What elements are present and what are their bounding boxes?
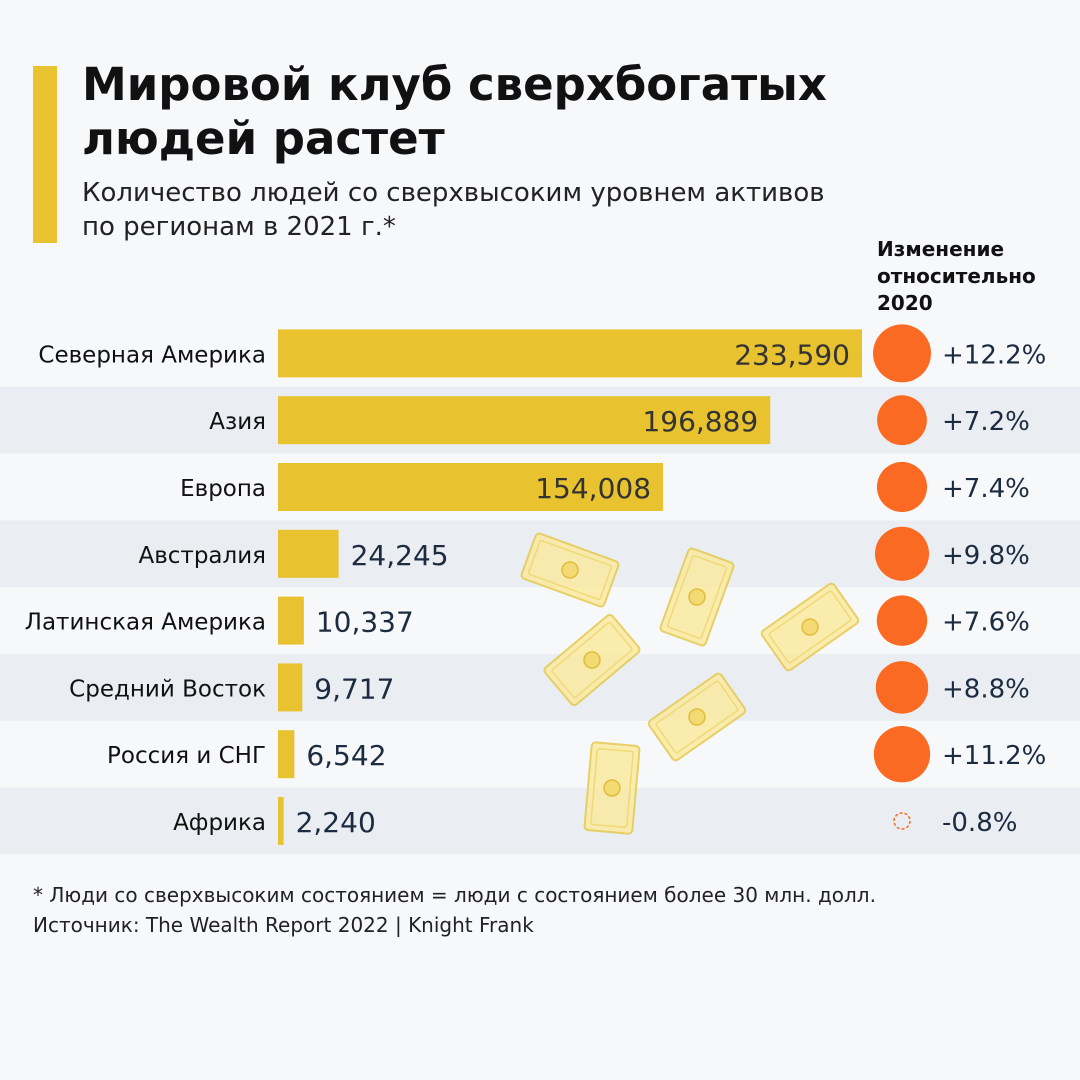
footnote-source: Источник: The Wealth Report 2022 | Knigh… <box>33 913 534 937</box>
money-bill-icon <box>583 741 641 835</box>
subtitle-line-1: Количество людей со сверхвысоким уровнем… <box>82 178 825 208</box>
bar <box>278 663 303 712</box>
subtitle-line-2: по регионам в 2021 г.* <box>82 212 396 242</box>
footnote-definition: * Люди со сверхвысоким состоянием = люди… <box>33 883 876 907</box>
change-circle <box>874 526 930 581</box>
title-line-1: Мировой клуб сверхбогатых <box>82 58 827 111</box>
category-label: Азия <box>209 409 266 435</box>
change-circle <box>893 812 911 830</box>
change-label: +7.2% <box>942 407 1030 437</box>
change-label: +7.6% <box>942 608 1030 638</box>
money-bill-icon <box>543 613 641 707</box>
category-label: Европа <box>180 476 266 502</box>
money-bill-icon <box>659 547 735 647</box>
change-label: +12.2% <box>942 340 1046 370</box>
bar <box>278 529 339 578</box>
value-label: 24,245 <box>351 539 449 572</box>
value-label: 9,717 <box>314 672 394 705</box>
value-label: 196,889 <box>642 405 758 438</box>
change-circle <box>877 395 927 446</box>
change-header-line-1: Изменение <box>877 237 1005 261</box>
title-accent-bar <box>33 66 57 243</box>
money-bill-icon <box>647 672 747 762</box>
change-label: +8.8% <box>942 674 1030 704</box>
value-label: 2,240 <box>296 806 376 839</box>
footnote: * Люди со сверхвысоким состоянием = люди… <box>33 880 1053 940</box>
bar <box>278 730 295 779</box>
category-label: Африка <box>173 810 266 836</box>
change-circle <box>873 726 931 783</box>
title-line-2: людей растет <box>82 112 445 165</box>
change-column-header: Изменение относительно 2020 <box>877 236 1077 317</box>
value-label: 154,008 <box>535 472 651 505</box>
category-label: Северная Америка <box>38 342 266 368</box>
change-label: -0.8% <box>942 808 1017 838</box>
change-header-line-3: 2020 <box>877 291 933 315</box>
money-bill-icon <box>520 532 620 608</box>
bar <box>278 329 862 378</box>
change-circle <box>876 595 928 646</box>
change-circle <box>873 324 931 383</box>
value-label: 10,337 <box>316 606 414 639</box>
category-label: Средний Восток <box>69 676 266 702</box>
bar <box>278 797 284 845</box>
change-label: +9.8% <box>942 541 1030 571</box>
change-label: +7.4% <box>942 474 1030 504</box>
change-circle <box>875 661 929 714</box>
category-label: Латинская Америка <box>25 610 266 636</box>
category-label: Россия и СНГ <box>107 743 266 769</box>
value-label: 6,542 <box>306 739 386 772</box>
row-stripe <box>0 787 1080 855</box>
chart-subtitle: Количество людей со сверхвысоким уровнем… <box>82 176 962 244</box>
money-bill-icon <box>760 582 860 672</box>
bar <box>278 463 664 511</box>
value-label: 233,590 <box>734 338 850 371</box>
bar <box>278 596 304 645</box>
chart-title: Мировой клуб сверхбогатых людей растет <box>82 58 982 166</box>
change-label: +11.2% <box>942 741 1046 771</box>
category-label: Австралия <box>138 543 266 569</box>
change-circle <box>876 461 928 513</box>
change-header-line-2: относительно <box>877 264 1036 288</box>
bar <box>278 396 771 445</box>
